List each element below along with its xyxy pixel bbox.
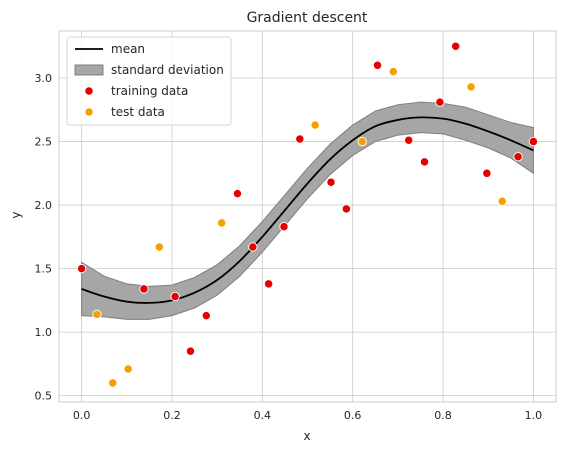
training-data-point <box>295 134 305 144</box>
test-data-point <box>310 120 320 130</box>
x-tick-label: 0.0 <box>73 409 91 422</box>
test-data-point <box>388 67 398 77</box>
std-deviation-band <box>81 101 534 320</box>
training-data-point <box>263 279 274 289</box>
std-band-layer <box>81 101 534 320</box>
legend-point-swatch <box>84 107 94 117</box>
test-data-point <box>466 82 476 92</box>
training-data-point <box>513 152 523 162</box>
x-axis-label: x <box>303 429 310 443</box>
x-tick-label: 0.8 <box>434 409 452 422</box>
test-data-point <box>92 309 102 319</box>
legend-label: standard deviation <box>111 63 224 77</box>
training-data-point <box>201 310 211 321</box>
training-data-point <box>404 135 414 145</box>
y-tick-label: 1.5 <box>35 263 53 276</box>
training-data-point <box>451 41 461 51</box>
training-data-point <box>372 60 383 70</box>
test-data-point <box>497 196 507 206</box>
legend-label: mean <box>111 42 145 56</box>
training-data-point <box>76 263 87 274</box>
test-data-point <box>217 218 227 228</box>
plot-frame <box>58 30 557 403</box>
mean-line-layer <box>81 116 534 304</box>
legend-label: training data <box>111 84 188 98</box>
training-data-point <box>185 346 196 356</box>
x-tick-label: 0.6 <box>344 409 362 422</box>
training-data-point <box>341 204 352 214</box>
training-data-point <box>170 291 180 302</box>
y-tick-label: 3.0 <box>35 72 53 85</box>
y-tick-label: 2.5 <box>35 136 53 149</box>
legend-box <box>66 36 232 126</box>
legend-std-swatch <box>74 64 104 76</box>
training-data-point <box>419 157 430 167</box>
training-data-point <box>232 188 243 199</box>
y-tick-label: 0.5 <box>35 390 53 403</box>
test-data-point <box>108 378 118 388</box>
points-layer <box>76 41 539 388</box>
x-tick-label: 0.4 <box>254 409 272 422</box>
legend: mean standard deviation training data test … <box>66 36 232 126</box>
training-data-point <box>248 242 258 252</box>
training-data-point <box>326 177 336 187</box>
legend-point-swatch <box>84 86 94 96</box>
x-tick-label: 1.0 <box>525 409 543 422</box>
chart-title: Gradient descent <box>247 10 368 26</box>
y-tick-label: 1.0 <box>35 326 53 339</box>
test-data-point <box>123 364 133 374</box>
mean-line <box>81 116 534 304</box>
test-data-point <box>154 242 164 252</box>
x-tick-label: 0.2 <box>163 409 181 422</box>
y-axis-label: y <box>9 211 23 218</box>
training-data-point <box>482 168 492 178</box>
y-tick-label: 2.0 <box>35 199 53 212</box>
training-data-point <box>279 222 289 232</box>
test-data-point <box>357 136 367 147</box>
training-data-point <box>435 97 445 107</box>
training-data-point <box>528 136 539 147</box>
legend-label: test data <box>111 105 165 119</box>
training-data-point <box>139 284 149 294</box>
axes: 0.0 0.2 0.4 0.6 0.8 1.0 0.5 1.0 1.5 2.0 2.5 3.0 <box>35 30 557 422</box>
